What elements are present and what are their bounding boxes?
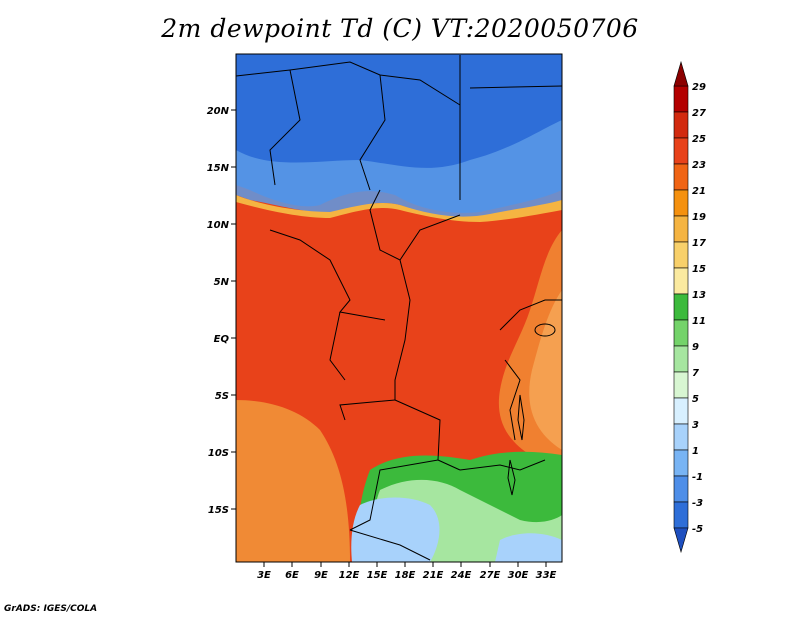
- region-transition: [236, 195, 562, 222]
- colorbar-top-cap: [673, 60, 689, 87]
- colorbar-bottom-cap: [673, 527, 689, 554]
- colorbar-label: 17: [692, 238, 706, 249]
- lon-label-21e: 21E: [423, 570, 444, 581]
- lat-label-5s: 5S: [215, 391, 229, 402]
- colorbar-label: 25: [692, 134, 706, 145]
- region-south-blue: [351, 497, 440, 562]
- colorbar-box: [673, 241, 689, 269]
- lat-label-eq: EQ: [214, 334, 230, 345]
- lat-label-10s: 10S: [208, 448, 229, 459]
- lon-label-30e: 30E: [508, 570, 529, 581]
- colorbar-label: 5: [692, 394, 699, 405]
- lakes: [507, 323, 556, 496]
- country-borders: [236, 55, 562, 561]
- lat-label-15s: 15S: [208, 505, 229, 516]
- colorbar-label: 13: [692, 290, 706, 301]
- colorbar-label: -1: [692, 472, 703, 483]
- lon-label-33e: 33E: [536, 570, 557, 581]
- lat-label-10n: 10N: [207, 220, 230, 231]
- lon-label-27e: 27E: [480, 570, 501, 581]
- colorbar-box: [673, 85, 689, 113]
- colorbar-box: [673, 475, 689, 503]
- colorbar-label: 3: [692, 420, 699, 431]
- colorbar-label: 15: [692, 264, 706, 275]
- colorbar-box: [673, 319, 689, 347]
- colorbar-label: -3: [692, 498, 703, 509]
- colorbar-box: [673, 371, 689, 399]
- colorbar-box: [673, 267, 689, 295]
- colorbar-box: [673, 345, 689, 373]
- colorbar-box: [673, 215, 689, 243]
- lon-axis: 3E 6E 9E 12E 15E 18E 21E 24E 27E 30E 33E: [257, 562, 557, 581]
- colorbar-label: 11: [692, 316, 706, 327]
- lat-axis: 20N 15N 10N 5N EQ 5S 10S 15S: [207, 106, 236, 516]
- colorbar-box: [673, 137, 689, 165]
- colorbar-label: 23: [692, 160, 706, 171]
- plot-frame: [235, 53, 563, 563]
- colorbar-label: 7: [692, 368, 699, 379]
- colorbar-box: [673, 397, 689, 425]
- colorbar-box: [673, 111, 689, 139]
- lon-label-6e: 6E: [285, 570, 299, 581]
- colorbar-box: [673, 423, 689, 451]
- colorbar-label: -5: [692, 524, 703, 535]
- lon-label-15e: 15E: [367, 570, 388, 581]
- colorbar-box: [673, 189, 689, 217]
- region-south-blue-2: [495, 533, 562, 562]
- colorbar-label: 27: [692, 108, 706, 119]
- lon-label-24e: 24E: [451, 570, 472, 581]
- region-east-light: [529, 290, 562, 450]
- footer-credit: GrADS: IGES/COLA: [4, 604, 98, 614]
- colorbar-label: 19: [692, 212, 706, 223]
- colorbar-box: [673, 163, 689, 191]
- colorbar-label: 21: [692, 186, 706, 197]
- colorbar-box: [673, 449, 689, 477]
- colorbar-label: 1: [692, 446, 699, 457]
- lat-label-5n: 5N: [214, 277, 230, 288]
- colorbar-box: [673, 293, 689, 321]
- colorbar-label: 9: [692, 342, 699, 353]
- lat-label-15n: 15N: [207, 163, 230, 174]
- lon-label-9e: 9E: [314, 570, 328, 581]
- lon-label-18e: 18E: [395, 570, 416, 581]
- chart-title: 2m dewpoint Td (C) VT:2020050706: [161, 14, 639, 43]
- region-south-ocean: [236, 400, 350, 562]
- lat-label-20n: 20N: [207, 106, 230, 117]
- colorbar-label: 29: [692, 82, 706, 93]
- lon-label-12e: 12E: [339, 570, 360, 581]
- colorbar: 29 27 25 23 21 19 17 15 13 11 9 7 5 3 1 -1 -3 -5: [673, 60, 706, 554]
- colorbar-box: [673, 501, 689, 529]
- region-sahel: [236, 120, 562, 218]
- map-field: [236, 54, 562, 562]
- lon-label-3e: 3E: [257, 570, 271, 581]
